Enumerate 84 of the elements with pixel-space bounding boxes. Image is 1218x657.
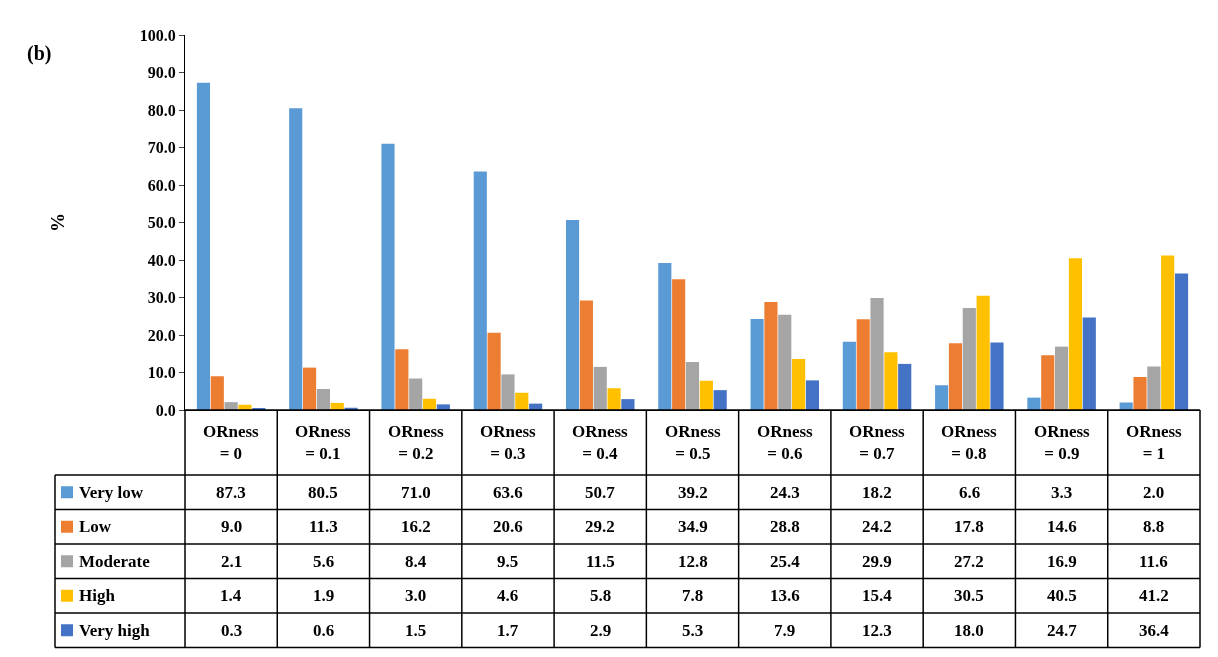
data-label: 41.2 xyxy=(1139,586,1169,605)
x-tick-label: ORness = 0.4 xyxy=(572,422,629,464)
data-label: 4.6 xyxy=(497,586,519,605)
data-label: 9.0 xyxy=(221,517,243,536)
data-label: 24.7 xyxy=(1047,621,1078,640)
data-label: 2.1 xyxy=(221,552,243,571)
data-label: 1.7 xyxy=(497,621,519,640)
data-label: 0.3 xyxy=(221,621,243,640)
x-tick-label: ORness = 0 xyxy=(203,422,260,464)
data-label: 87.3 xyxy=(216,483,246,502)
data-label: 12.8 xyxy=(678,552,708,571)
legend-label: Very low xyxy=(79,483,144,502)
data-label: 5.6 xyxy=(313,552,335,571)
y-tick-label: 30.0 xyxy=(147,289,176,307)
data-label: 9.5 xyxy=(497,552,519,571)
x-tick-label: ORness = 1 xyxy=(1126,422,1183,464)
data-label: 24.2 xyxy=(862,517,892,536)
data-label: 16.9 xyxy=(1047,552,1077,571)
data-label: 25.4 xyxy=(770,552,801,571)
y-tick-label: 100.0 xyxy=(139,26,176,44)
x-tick-label: ORness = 0.8 xyxy=(941,422,998,464)
data-label: 11.6 xyxy=(1139,552,1168,571)
legend-label: Moderate xyxy=(79,552,151,571)
x-tick-label: ORness = 0.3 xyxy=(480,422,537,464)
data-label: 1.5 xyxy=(405,621,427,640)
data-label: 0.6 xyxy=(313,621,335,640)
data-label: 11.3 xyxy=(309,517,338,536)
y-tick-label: 60.0 xyxy=(147,176,176,194)
y-tick-label: 0.0 xyxy=(155,401,176,419)
x-tick-label: ORness = 0.5 xyxy=(665,422,722,464)
data-label: 50.7 xyxy=(585,483,616,502)
data-label: 29.2 xyxy=(585,517,615,536)
data-label: 5.3 xyxy=(682,621,704,640)
data-label: 34.9 xyxy=(678,517,708,536)
y-tick-label: 70.0 xyxy=(147,139,176,157)
chart-title: (b) xyxy=(27,42,52,65)
x-tick-label: ORness = 0.9 xyxy=(1034,422,1091,464)
data-label: 29.9 xyxy=(862,552,892,571)
y-tick-label: 20.0 xyxy=(147,326,176,344)
y-tick-label: 50.0 xyxy=(147,214,176,232)
data-label: 5.8 xyxy=(590,586,612,605)
data-label: 27.2 xyxy=(954,552,984,571)
data-label: 17.8 xyxy=(954,517,984,536)
data-label: 28.8 xyxy=(770,517,800,536)
x-tick-label: ORness = 0.6 xyxy=(757,422,814,464)
data-label: 3.0 xyxy=(405,586,427,605)
data-label: 15.4 xyxy=(862,586,893,605)
data-label: 18.2 xyxy=(862,483,892,502)
data-label: 63.6 xyxy=(493,483,523,502)
data-label: 12.3 xyxy=(862,621,892,640)
data-label: 1.9 xyxy=(313,586,335,605)
data-label: 36.4 xyxy=(1139,621,1170,640)
x-tick-label: ORness = 0.7 xyxy=(849,422,906,464)
data-label: 14.6 xyxy=(1047,517,1077,536)
data-label: 11.5 xyxy=(586,552,615,571)
data-label: 20.6 xyxy=(493,517,523,536)
y-tick-label: 10.0 xyxy=(147,364,176,382)
data-label: 3.3 xyxy=(1051,483,1073,502)
data-label: 7.8 xyxy=(682,586,704,605)
data-label: 80.5 xyxy=(308,483,338,502)
data-label: 71.0 xyxy=(401,483,431,502)
data-label: 18.0 xyxy=(954,621,984,640)
data-label: 24.3 xyxy=(770,483,800,502)
data-label: 2.9 xyxy=(590,621,612,640)
legend-label: High xyxy=(79,586,116,605)
x-tick-label: ORness = 0.1 xyxy=(295,422,352,464)
data-label: 6.6 xyxy=(959,483,981,502)
data-label: 30.5 xyxy=(954,586,984,605)
data-label: 40.5 xyxy=(1047,586,1077,605)
data-label: 7.9 xyxy=(774,621,796,640)
y-tick-label: 80.0 xyxy=(147,101,176,119)
data-label: 1.4 xyxy=(220,586,242,605)
data-label: 2.0 xyxy=(1143,483,1165,502)
y-tick-label: 40.0 xyxy=(147,251,176,269)
x-tick-label: ORness = 0.2 xyxy=(388,422,445,464)
data-label: 39.2 xyxy=(678,483,708,502)
legend-label: Very high xyxy=(79,621,151,640)
y-tick-label: 90.0 xyxy=(147,64,176,82)
legend-label: Low xyxy=(79,517,112,536)
data-label: 13.6 xyxy=(770,586,800,605)
data-label: 8.4 xyxy=(405,552,427,571)
data-label: 8.8 xyxy=(1143,517,1165,536)
y-axis-title: % xyxy=(46,213,68,232)
data-label: 16.2 xyxy=(401,517,431,536)
